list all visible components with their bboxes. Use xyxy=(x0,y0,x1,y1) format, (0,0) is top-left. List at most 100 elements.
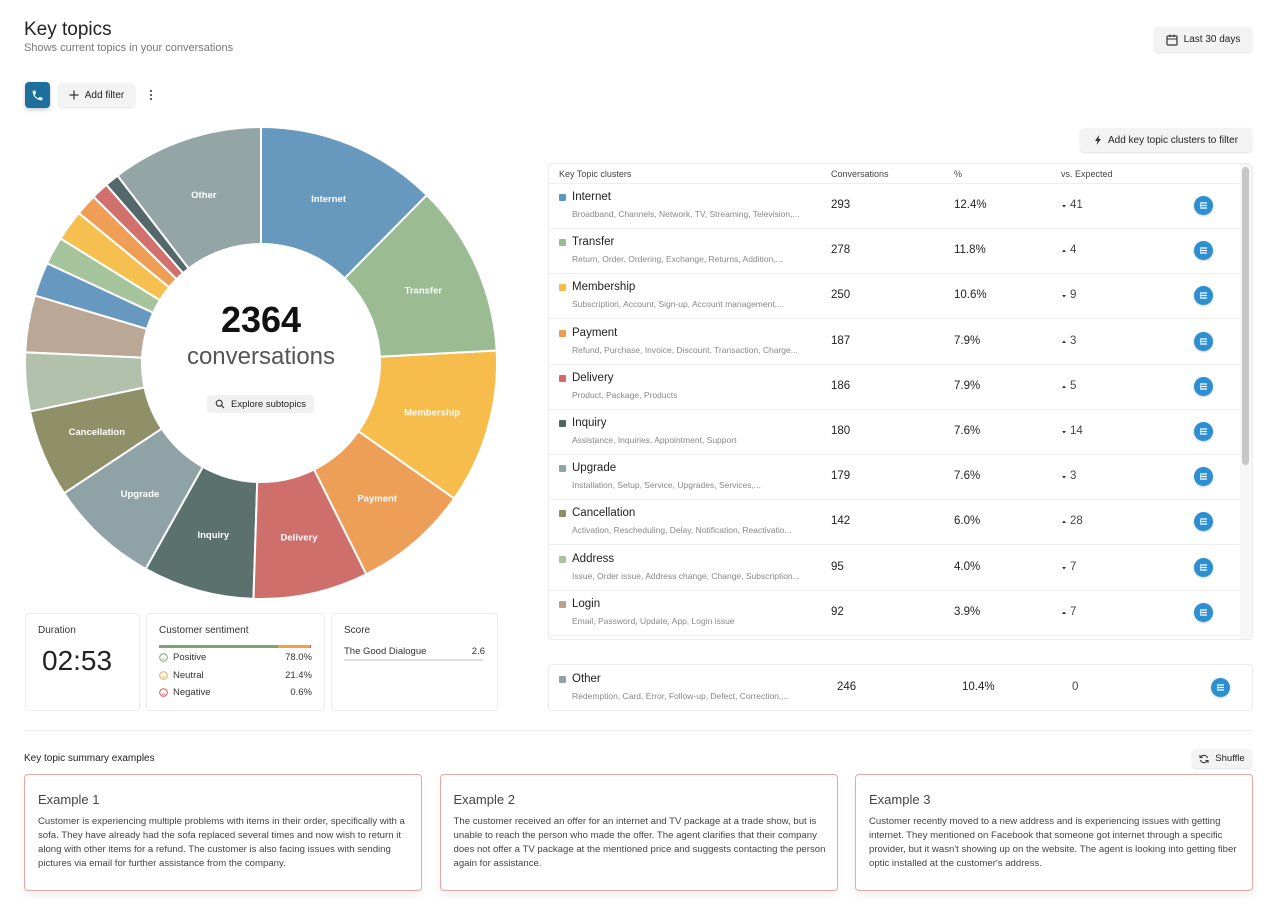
topic-swatch xyxy=(559,600,566,608)
sentiment-value: 21.4% xyxy=(285,669,312,681)
table-row: Login Email, Password, Update, App, Login… xyxy=(549,590,1239,636)
table-row: Payment Refund, Purchase, Invoice, Discou… xyxy=(549,319,1239,365)
bolt-icon xyxy=(1094,135,1101,145)
column-header: vs. Expected xyxy=(1061,169,1113,179)
total-value: 2364 xyxy=(221,299,301,340)
face-outline xyxy=(159,688,168,697)
list-icon-lines xyxy=(1199,609,1207,616)
example-card: Example 3 Customer recently moved to a ne… xyxy=(855,774,1253,891)
phone-channel-button[interactable] xyxy=(25,82,50,108)
example-text: Customer is experiencing multiple proble… xyxy=(38,816,405,869)
list-icon-lines xyxy=(1199,247,1207,254)
face-outline xyxy=(159,670,168,680)
open-topic-button[interactable] xyxy=(1211,678,1230,697)
sentiment-bar-segment xyxy=(310,645,311,648)
donut-slice xyxy=(28,386,164,495)
trend-arrow xyxy=(1062,476,1066,479)
topic-swatch xyxy=(559,465,566,473)
table-row: Internet Broadband, Channels, Network, TV… xyxy=(549,183,1239,229)
vs-expected: 0 xyxy=(1072,681,1079,693)
calendar-icon xyxy=(1166,34,1178,46)
topic-name: Payment xyxy=(572,326,618,339)
shuffle-label: Shuffle xyxy=(1215,753,1245,764)
percent: 10.6% xyxy=(954,289,987,302)
topic-keywords: Assistance, Inquiries, Appointment, Supp… xyxy=(572,435,737,445)
slice-label: Payment xyxy=(357,493,397,504)
topic-keywords: Subscription, Account, Sign-up, Account … xyxy=(572,299,785,310)
sentiment-value: 0.6% xyxy=(290,687,312,698)
scrollbar-thumb[interactable] xyxy=(1242,167,1249,465)
conversations: 95 xyxy=(831,560,844,573)
search-icon xyxy=(215,399,225,409)
add-clusters-label: Add key topic clusters to filter xyxy=(1107,134,1239,146)
open-topic-button[interactable] xyxy=(1194,376,1213,396)
page-title: Key topics xyxy=(24,19,112,40)
vs-expected: 14 xyxy=(1070,425,1083,437)
topic-swatch xyxy=(559,420,566,427)
open-topic-button[interactable] xyxy=(1194,467,1213,487)
conversations: 293 xyxy=(831,199,851,211)
table-row: Membership Subscription, Account, Sign-up… xyxy=(549,273,1239,320)
slice-label: Inquiry xyxy=(197,530,229,541)
sentiment-label: Customer sentiment xyxy=(159,625,249,636)
donut-slice xyxy=(260,125,429,280)
list-icon xyxy=(1199,202,1207,209)
conversations: 250 xyxy=(831,289,851,302)
open-topic-button[interactable] xyxy=(1194,241,1213,261)
vs-expected: 3 xyxy=(1070,334,1077,347)
shuffle-icon xyxy=(1199,754,1209,763)
list-icon-lines xyxy=(1216,684,1224,691)
open-topic-button[interactable] xyxy=(1194,512,1213,532)
total-caption: conversations xyxy=(187,343,335,370)
slice-label: Delivery xyxy=(281,532,319,543)
vs-expected: 7 xyxy=(1070,605,1077,618)
list-icon xyxy=(1199,473,1207,480)
topics-table: Key Topic clusters Conversations% vs. Expe… xyxy=(548,163,1253,640)
open-topic-button[interactable] xyxy=(1194,331,1213,351)
list-icon xyxy=(1199,292,1207,299)
donut-slice xyxy=(252,468,368,600)
open-topic-button[interactable] xyxy=(1194,286,1213,306)
open-topic-button[interactable] xyxy=(1194,422,1213,441)
topic-name: Inquiry xyxy=(572,417,607,429)
percent: 7.9% xyxy=(954,379,981,392)
sentiment-card: Customer sentiment Positive 78.0% Neutral 2… xyxy=(146,613,325,711)
conversations: 142 xyxy=(831,515,851,528)
sentiment-face xyxy=(159,670,168,680)
donut-chart: 2364 conversations Internet Transfer Membe… xyxy=(24,125,498,600)
list-icon xyxy=(1199,518,1207,525)
slice-label: Cancellation xyxy=(69,427,126,438)
topic-keywords: Activation, Rescheduling, Delay, Notific… xyxy=(572,525,792,536)
open-topic-button[interactable] xyxy=(1194,557,1213,577)
conversations: 92 xyxy=(831,605,844,618)
conversations: 278 xyxy=(831,244,851,257)
shuffle-button[interactable]: Shuffle xyxy=(1192,749,1252,768)
add-clusters-button[interactable]: Add key topic clusters to filter xyxy=(1080,128,1252,152)
date-range-label: Last 30 days xyxy=(1183,34,1241,45)
sentiment-name: Negative xyxy=(173,687,211,698)
duration-card: Duration 02:53 xyxy=(25,613,140,711)
explore-subtopics-button[interactable]: Explore subtopics xyxy=(207,395,314,413)
topic-name: Transfer xyxy=(572,236,615,249)
open-topic-button[interactable] xyxy=(1194,196,1213,215)
open-topic-button[interactable] xyxy=(1194,602,1213,622)
trend-arrow xyxy=(1062,566,1066,570)
date-range-button[interactable]: Last 30 days xyxy=(1154,27,1252,52)
trend-down xyxy=(1062,205,1066,208)
trend-arrow xyxy=(1062,520,1066,524)
topic-keywords: Broadband, Channels, Network, TV, Stream… xyxy=(572,209,800,219)
topic-name: Internet xyxy=(572,191,611,203)
percent: 7.6% xyxy=(954,425,981,437)
topic-swatch xyxy=(559,239,566,247)
sentiment-bar-segment xyxy=(277,645,311,648)
topic-keywords: Return, Order, Ordering, Exchange, Retur… xyxy=(572,254,783,265)
divider xyxy=(24,730,1252,731)
column-header: Key Topic clusters xyxy=(559,169,632,179)
trend-arrow xyxy=(1062,611,1066,614)
add-filter-button[interactable]: Add filter xyxy=(58,83,135,107)
donut-slice xyxy=(62,427,205,571)
donut-slice xyxy=(33,262,155,331)
table-row: Delivery Product, Package, Products 186 7.9… xyxy=(549,364,1239,410)
conversations: 187 xyxy=(831,334,851,347)
more-menu[interactable] xyxy=(147,89,155,101)
